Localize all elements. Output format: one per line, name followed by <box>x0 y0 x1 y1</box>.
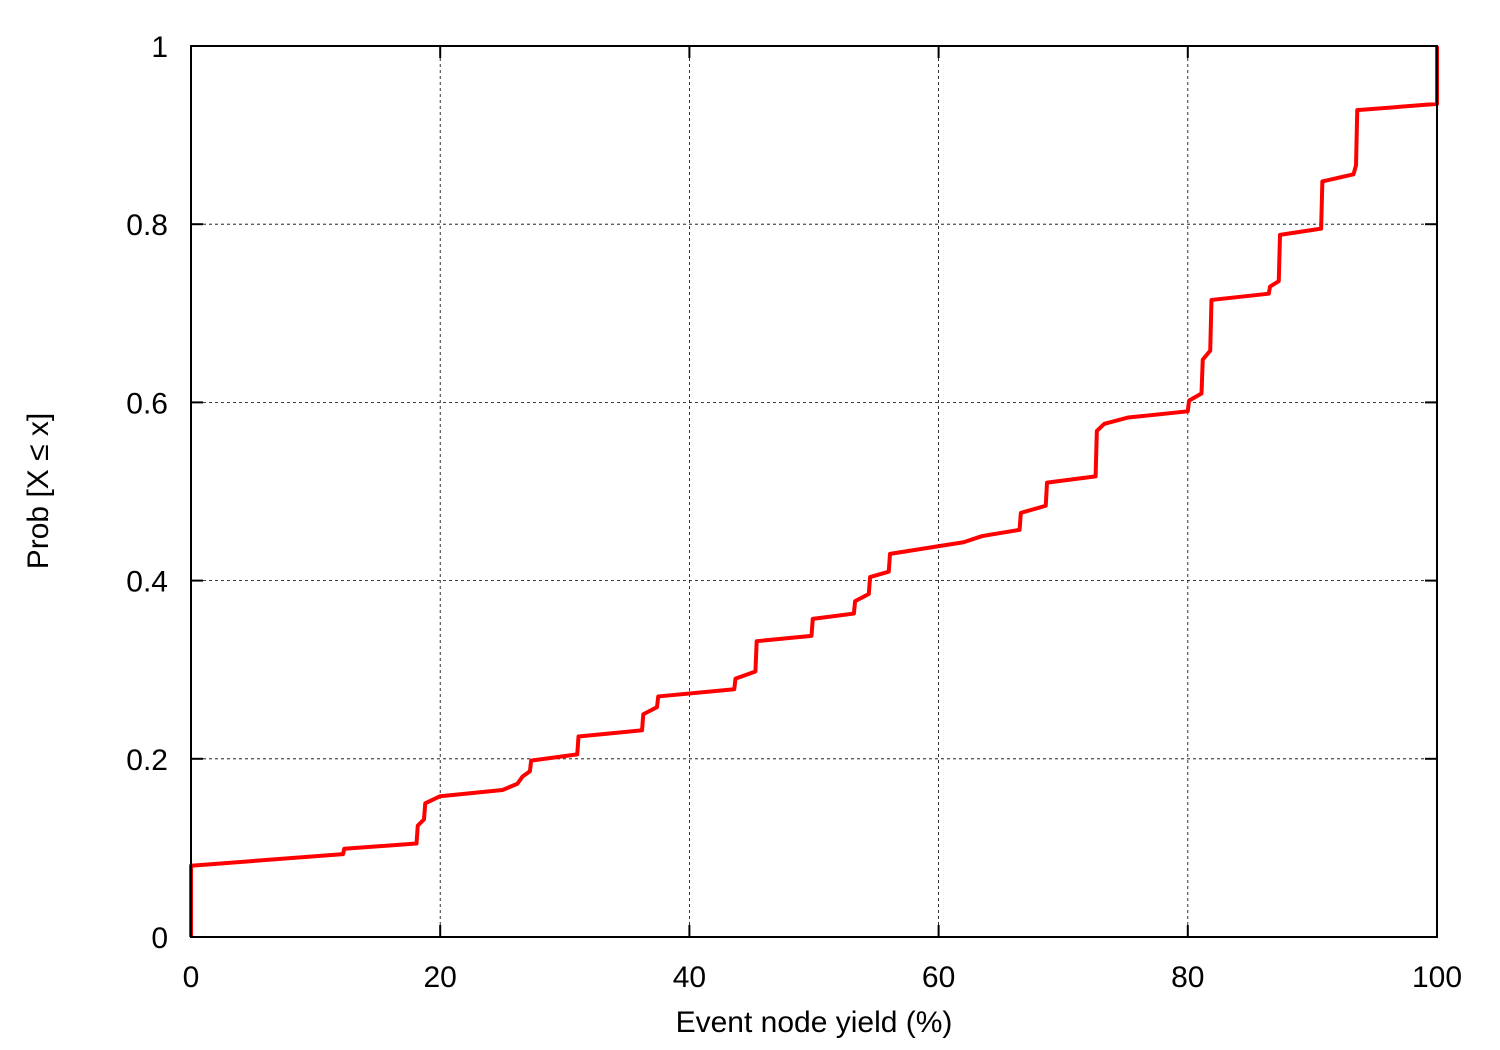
y-tick-label: 0.6 <box>126 387 168 420</box>
y-axis-label: Prob [X ≤ x] <box>22 413 55 570</box>
x-tick-label: 0 <box>183 961 200 994</box>
y-tick-label: 0.4 <box>126 566 168 599</box>
x-tick-label: 60 <box>922 961 955 994</box>
data-line <box>189 46 1439 937</box>
x-tick-label: 100 <box>1412 961 1462 994</box>
x-tick-label: 20 <box>424 961 457 994</box>
y-tick-label: 0.2 <box>126 744 168 777</box>
x-tick-label: 80 <box>1171 961 1204 994</box>
y-tick-label: 1 <box>151 31 168 64</box>
x-axis-label: Event node yield (%) <box>676 1006 953 1039</box>
y-tick-label: 0 <box>151 922 168 955</box>
plot-frame <box>190 45 1438 938</box>
x-tick-label: 40 <box>673 961 706 994</box>
y-tick-label: 0.8 <box>126 209 168 242</box>
